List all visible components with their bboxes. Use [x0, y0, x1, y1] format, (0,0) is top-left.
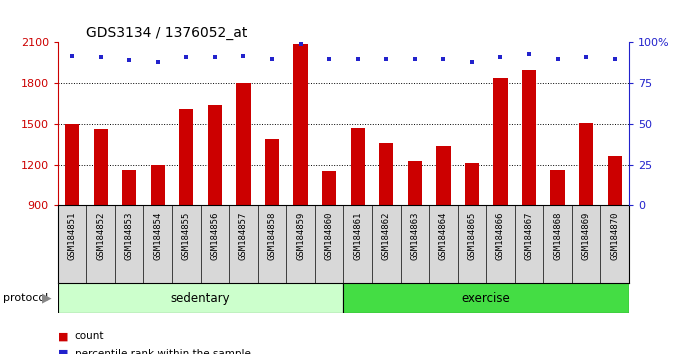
Text: GSM184864: GSM184864	[439, 212, 448, 260]
Text: GSM184867: GSM184867	[524, 212, 534, 260]
Text: GSM184868: GSM184868	[553, 212, 562, 260]
Text: GSM184852: GSM184852	[96, 212, 105, 260]
Point	[238, 53, 249, 58]
Point	[267, 56, 277, 62]
Point	[381, 56, 392, 62]
Bar	[465, 163, 479, 205]
Point	[124, 58, 135, 63]
Bar	[608, 156, 622, 205]
Bar	[351, 128, 365, 205]
Text: GSM184865: GSM184865	[467, 212, 477, 260]
Text: percentile rank within the sample: percentile rank within the sample	[75, 349, 251, 354]
Point	[295, 41, 306, 47]
Bar	[58, 283, 343, 313]
Bar	[180, 109, 194, 205]
Text: GSM184863: GSM184863	[410, 212, 420, 260]
Bar	[122, 170, 137, 205]
Bar	[437, 145, 450, 205]
Point	[352, 56, 363, 62]
Text: count: count	[75, 331, 104, 341]
Text: GDS3134 / 1376052_at: GDS3134 / 1376052_at	[86, 26, 248, 40]
Text: ▶: ▶	[42, 292, 52, 305]
Point	[95, 54, 106, 60]
Bar	[379, 143, 393, 205]
Text: sedentary: sedentary	[171, 292, 231, 305]
Text: GSM184869: GSM184869	[581, 212, 591, 260]
Bar	[322, 171, 336, 205]
Text: exercise: exercise	[462, 292, 511, 305]
Bar	[208, 105, 222, 205]
Bar	[237, 83, 251, 205]
Point	[466, 59, 477, 65]
Text: GSM184861: GSM184861	[353, 212, 362, 260]
Text: GSM184853: GSM184853	[124, 212, 134, 260]
Point	[409, 56, 420, 62]
Text: ■: ■	[58, 349, 68, 354]
Text: GSM184859: GSM184859	[296, 212, 305, 260]
Bar	[151, 165, 165, 205]
Bar	[408, 161, 422, 205]
Text: GSM184870: GSM184870	[610, 212, 619, 260]
Bar	[294, 44, 308, 205]
Text: ■: ■	[58, 331, 68, 341]
Bar	[265, 139, 279, 205]
Text: GSM184866: GSM184866	[496, 212, 505, 260]
Bar	[494, 78, 507, 205]
Text: GSM184860: GSM184860	[324, 212, 334, 260]
Bar	[343, 283, 629, 313]
Point	[438, 56, 449, 62]
Text: protocol: protocol	[3, 293, 49, 303]
Point	[181, 54, 192, 60]
Bar	[579, 122, 593, 205]
Text: GSM184857: GSM184857	[239, 212, 248, 260]
Point	[324, 56, 335, 62]
Point	[609, 56, 620, 62]
Point	[67, 53, 78, 58]
Point	[495, 54, 506, 60]
Text: GSM184854: GSM184854	[153, 212, 163, 260]
Text: GSM184856: GSM184856	[210, 212, 220, 260]
Point	[524, 51, 534, 57]
Bar	[551, 170, 564, 205]
Text: GSM184858: GSM184858	[267, 212, 277, 260]
Point	[209, 54, 220, 60]
Bar	[65, 124, 80, 205]
Bar	[94, 129, 108, 205]
Text: GSM184862: GSM184862	[381, 212, 391, 260]
Point	[152, 59, 163, 65]
Point	[552, 56, 563, 62]
Point	[581, 54, 592, 60]
Text: GSM184851: GSM184851	[67, 212, 77, 260]
Text: GSM184855: GSM184855	[182, 212, 191, 260]
Bar	[522, 70, 537, 205]
